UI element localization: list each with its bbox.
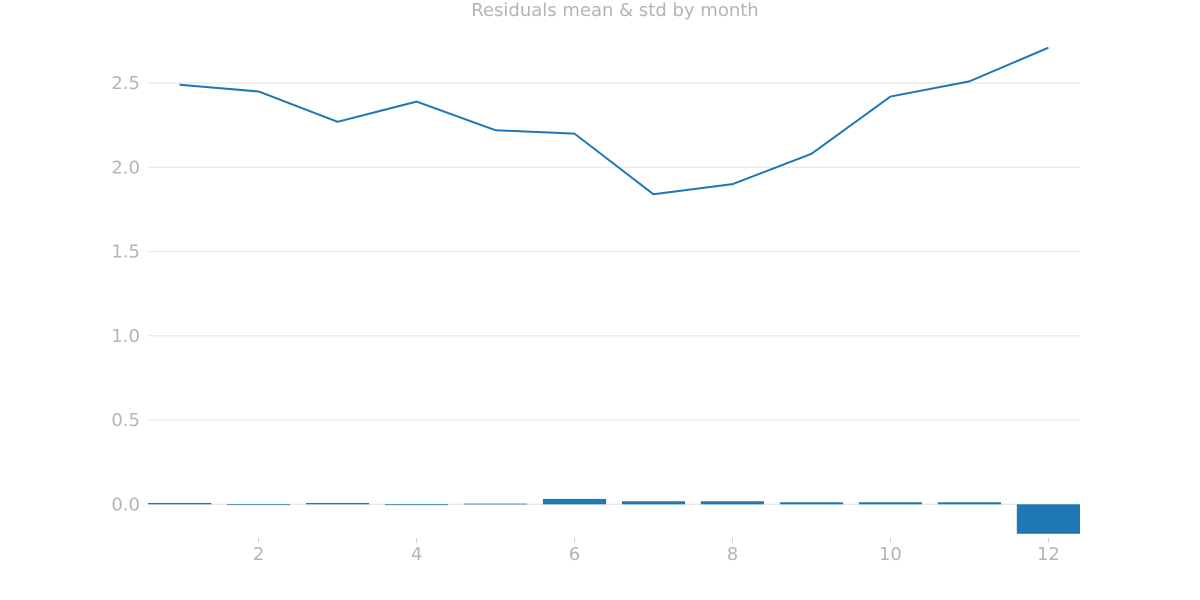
y-tick-label: 2.0	[111, 157, 140, 178]
bar	[858, 502, 923, 505]
x-tick-label: 8	[727, 544, 738, 565]
x-tick-label: 4	[411, 544, 422, 565]
y-tick-label: 0.0	[111, 494, 140, 515]
x-axis: 2 4 6 8 10 12	[253, 538, 1060, 565]
y-tick-label: 2.5	[111, 73, 140, 94]
bar	[226, 504, 291, 506]
line-series	[179, 46, 1049, 196]
y-tick-label: 1.0	[111, 326, 140, 347]
y-tick-label: 0.5	[111, 410, 140, 431]
x-tick-label: 2	[253, 544, 264, 565]
bar	[542, 498, 607, 505]
bar-series	[148, 498, 1080, 534]
bar	[1016, 504, 1080, 534]
x-tick-label: 10	[879, 544, 902, 565]
bar	[700, 501, 765, 505]
x-tick-label: 12	[1037, 544, 1060, 565]
bar	[937, 502, 1002, 505]
x-tick-label: 6	[569, 544, 580, 565]
bar	[463, 503, 528, 505]
bar	[148, 502, 212, 505]
y-tick-label: 1.5	[111, 242, 140, 263]
bar	[305, 502, 370, 505]
bar	[384, 504, 449, 506]
chart-title: Residuals mean & std by month	[471, 0, 758, 21]
bar	[621, 501, 686, 505]
y-axis: 0.0 0.5 1.0 1.5 2.0 2.5	[111, 73, 140, 515]
std-line	[179, 46, 1049, 196]
bar	[779, 502, 844, 505]
grid-lines	[148, 82, 1080, 505]
